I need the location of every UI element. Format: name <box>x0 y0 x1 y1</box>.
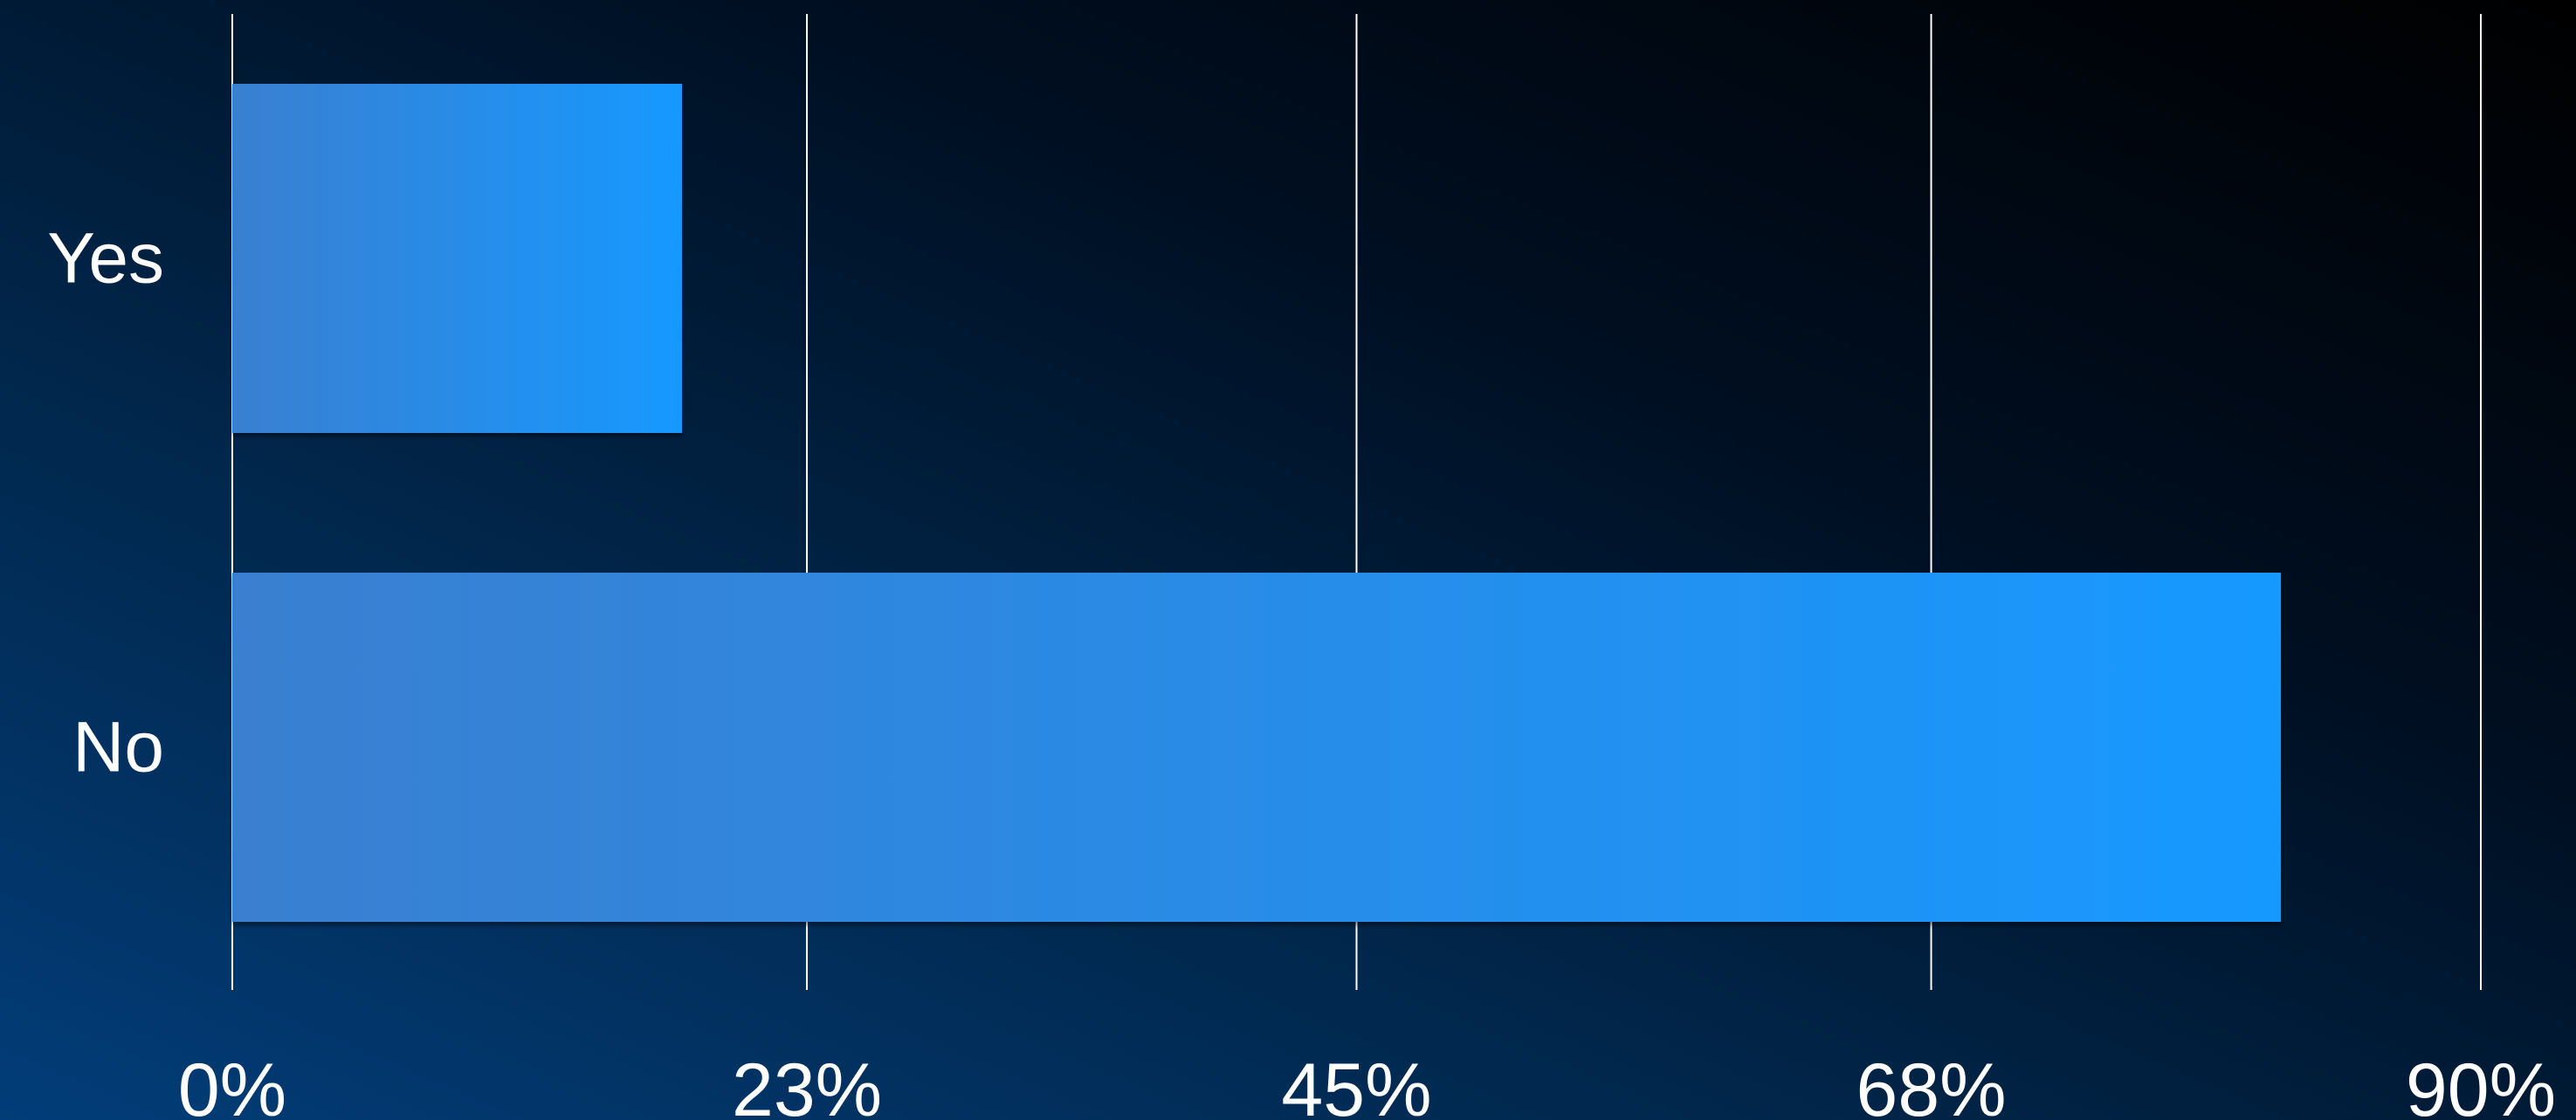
bars <box>232 84 2282 922</box>
x-tick-label: 0% <box>178 1048 286 1120</box>
category-labels: Yes No <box>47 219 164 787</box>
bar-no <box>232 573 2282 922</box>
x-axis-tick-labels: 0% 23% 45% 68% 90% <box>178 1048 2556 1120</box>
category-label-no: No <box>72 708 164 787</box>
x-tick-label: 45% <box>1281 1048 1431 1120</box>
x-tick-label: 68% <box>1856 1048 2006 1120</box>
x-tick-label: 23% <box>732 1048 882 1120</box>
bar-yes <box>232 84 682 433</box>
category-label-yes: Yes <box>47 219 164 299</box>
x-tick-label: 90% <box>2406 1048 2556 1120</box>
